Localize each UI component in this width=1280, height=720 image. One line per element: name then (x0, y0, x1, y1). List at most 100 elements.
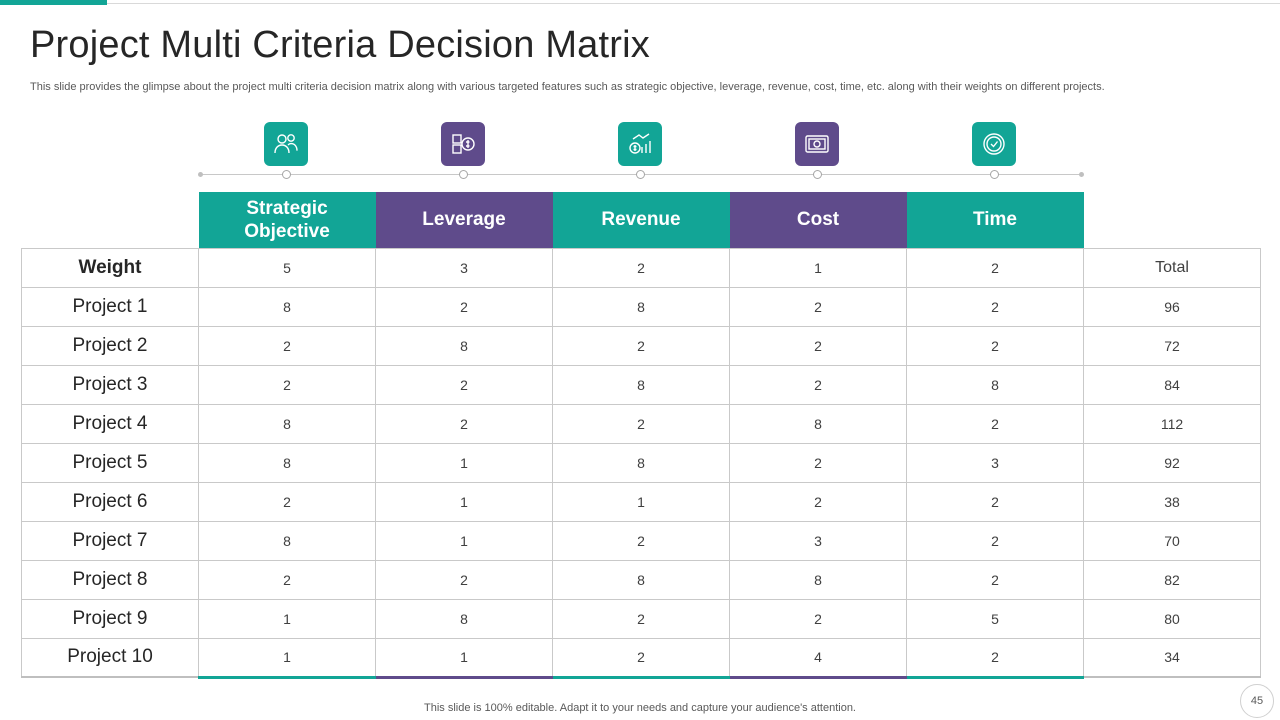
connector-node (813, 170, 822, 179)
cell-value: 1 (552, 481, 730, 522)
total-label: Total (1083, 247, 1261, 288)
cell-value: 8 (375, 325, 553, 366)
cell-value: 2 (906, 286, 1084, 327)
clock-icon (972, 122, 1016, 166)
connector-node (636, 170, 645, 179)
project-total: 84 (1083, 364, 1261, 405)
cell-value: 1 (375, 637, 553, 679)
cell-value: 8 (375, 598, 553, 639)
table-row: Project 9 1 8 2 2 5 80 (21, 598, 1261, 639)
top-divider-line (107, 3, 1280, 4)
cell-value: 2 (552, 598, 730, 639)
table-header-row: Strategic Objective Leverage Revenue Cos… (22, 192, 1261, 248)
weight-cost: 1 (729, 247, 907, 288)
table-row: Project 7 8 1 2 3 2 70 (21, 520, 1261, 561)
slide-footer: This slide is 100% editable. Adapt it to… (424, 702, 856, 714)
cell-value: 8 (198, 403, 376, 444)
cell-value: 2 (729, 442, 907, 483)
table-row: Project 8 2 2 8 8 2 82 (21, 559, 1261, 600)
project-name: Project 9 (21, 598, 199, 639)
project-total: 112 (1083, 403, 1261, 444)
table-row: Project 5 8 1 8 2 3 92 (21, 442, 1261, 483)
cell-value: 2 (906, 637, 1084, 679)
project-name: Project 10 (21, 637, 199, 678)
connector-node (282, 170, 291, 179)
cell-value: 2 (729, 286, 907, 327)
cell-value: 2 (198, 325, 376, 366)
project-name: Project 1 (21, 286, 199, 327)
weight-time: 2 (906, 247, 1084, 288)
header-time: Time (906, 192, 1084, 248)
cell-value: 8 (729, 559, 907, 600)
slide-title: Project Multi Criteria Decision Matrix (30, 24, 650, 66)
growth-chart-icon (618, 122, 662, 166)
project-total: 92 (1083, 442, 1261, 483)
weight-strategic-objective: 5 (198, 247, 376, 288)
cell-value: 2 (375, 286, 553, 327)
cell-value: 2 (198, 364, 376, 405)
connector-end-dot (1079, 172, 1084, 177)
cell-value: 8 (552, 442, 730, 483)
weight-label: Weight (21, 247, 199, 288)
project-total: 82 (1083, 559, 1261, 600)
cell-value: 2 (198, 481, 376, 522)
header-blank-cell (1084, 192, 1261, 248)
cell-value: 8 (198, 520, 376, 561)
cell-value: 5 (906, 598, 1084, 639)
header-strategic-objective: Strategic Objective (198, 192, 376, 248)
table-row: Project 4 8 2 2 8 2 112 (21, 403, 1261, 444)
project-name: Project 8 (21, 559, 199, 600)
cell-value: 2 (906, 520, 1084, 561)
cell-value: 3 (906, 442, 1084, 483)
header-cost: Cost (729, 192, 907, 248)
weight-leverage: 3 (375, 247, 553, 288)
project-name: Project 3 (21, 364, 199, 405)
slide-subtitle: This slide provides the glimpse about th… (30, 81, 1105, 93)
header-blank-cell (22, 192, 199, 248)
cell-value: 2 (552, 637, 730, 679)
cell-value: 8 (552, 286, 730, 327)
project-total: 34 (1083, 637, 1261, 678)
cash-icon (795, 122, 839, 166)
project-name: Project 2 (21, 325, 199, 366)
cell-value: 2 (198, 559, 376, 600)
weight-row: Weight 5 3 2 1 2 Total (21, 247, 1261, 288)
cell-value: 2 (729, 481, 907, 522)
project-total: 70 (1083, 520, 1261, 561)
cell-value: 8 (552, 559, 730, 600)
cell-value: 1 (375, 481, 553, 522)
connector-node (459, 170, 468, 179)
people-icon (264, 122, 308, 166)
table-row: Project 6 2 1 1 2 2 38 (21, 481, 1261, 522)
table-row: Project 3 2 2 8 2 8 84 (21, 364, 1261, 405)
cell-value: 2 (729, 598, 907, 639)
header-revenue: Revenue (552, 192, 730, 248)
project-total: 72 (1083, 325, 1261, 366)
cell-value: 4 (729, 637, 907, 679)
page-number: 45 (1240, 684, 1274, 718)
cell-value: 8 (729, 403, 907, 444)
cell-value: 1 (198, 637, 376, 679)
cell-value: 2 (375, 403, 553, 444)
cell-value: 2 (906, 403, 1084, 444)
cell-value: 2 (906, 325, 1084, 366)
cell-value: 8 (906, 364, 1084, 405)
money-puzzle-icon (441, 122, 485, 166)
cell-value: 1 (198, 598, 376, 639)
cell-value: 2 (729, 325, 907, 366)
cell-value: 8 (552, 364, 730, 405)
cell-value: 2 (375, 559, 553, 600)
project-total: 80 (1083, 598, 1261, 639)
table-row: Project 2 2 8 2 2 2 72 (21, 325, 1261, 366)
connector-node (990, 170, 999, 179)
top-accent-bar (0, 0, 107, 5)
cell-value: 2 (906, 481, 1084, 522)
table-row: Project 10 1 1 2 4 2 34 (21, 637, 1261, 679)
project-name: Project 4 (21, 403, 199, 444)
cell-value: 2 (906, 559, 1084, 600)
cell-value: 2 (552, 520, 730, 561)
cell-value: 8 (198, 442, 376, 483)
decision-matrix-table: Strategic Objective Leverage Revenue Cos… (21, 192, 1261, 679)
connector-end-dot (198, 172, 203, 177)
project-name: Project 6 (21, 481, 199, 522)
